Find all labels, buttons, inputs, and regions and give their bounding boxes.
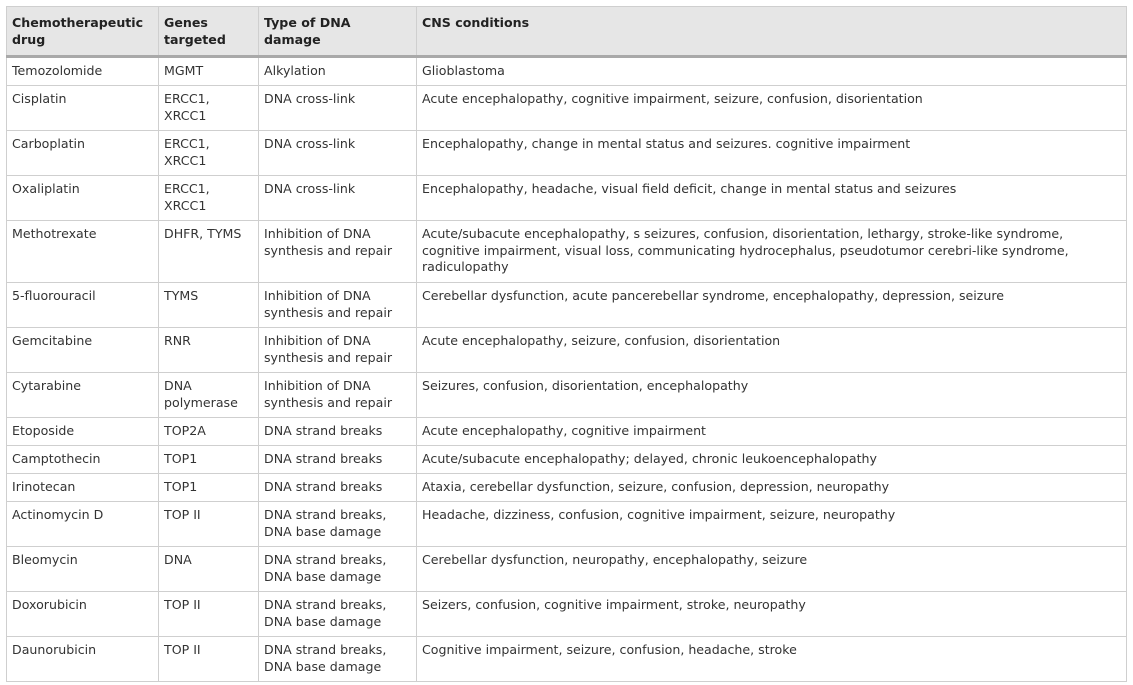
cell-drug: Irinotecan (6, 473, 159, 502)
table-row: Actinomycin D TOP II DNA strand breaks, … (6, 501, 1127, 547)
table-row: Irinotecan TOP1 DNA strand breaks Ataxia… (6, 473, 1127, 502)
header-genes: Genes targeted (158, 6, 259, 58)
drug-table-container: Chemotherapeutic drug Genes targeted Typ… (6, 6, 1127, 682)
cell-damage-type: Alkylation (258, 56, 417, 86)
cell-genes: DNA (158, 546, 259, 592)
cell-genes: TOP2A (158, 417, 259, 446)
table-row: Doxorubicin TOP II DNA strand breaks, DN… (6, 591, 1127, 637)
cell-damage-type: DNA strand breaks (258, 417, 417, 446)
cell-genes: ERCC1, XRCC1 (158, 130, 259, 176)
table-row: Camptothecin TOP1 DNA strand breaks Acut… (6, 445, 1127, 474)
cell-drug: Cisplatin (6, 85, 159, 131)
header-drug: Chemotherapeutic drug (6, 6, 159, 58)
cell-genes: DHFR, TYMS (158, 220, 259, 283)
cell-drug: Methotrexate (6, 220, 159, 283)
cell-damage-type: Inhibition of DNA synthesis and repair (258, 220, 417, 283)
cell-genes: TOP II (158, 501, 259, 547)
cell-cns-conditions: Cerebellar dysfunction, acute pancerebel… (416, 282, 1127, 328)
cell-drug: 5-fluorouracil (6, 282, 159, 328)
cell-damage-type: DNA strand breaks, DNA base damage (258, 636, 417, 682)
table-row: Cisplatin ERCC1, XRCC1 DNA cross-link Ac… (6, 85, 1127, 131)
cell-drug: Cytarabine (6, 372, 159, 418)
cell-damage-type: DNA strand breaks (258, 473, 417, 502)
table-row: 5-fluorouracil TYMS Inhibition of DNA sy… (6, 282, 1127, 328)
cell-genes: DNA polymerase (158, 372, 259, 418)
cell-damage-type: DNA strand breaks, DNA base damage (258, 591, 417, 637)
cell-genes: ERCC1, XRCC1 (158, 175, 259, 221)
cell-drug: Actinomycin D (6, 501, 159, 547)
table-row: Cytarabine DNA polymerase Inhibition of … (6, 372, 1127, 418)
cell-cns-conditions: Acute encephalopathy, cognitive impairme… (416, 417, 1127, 446)
cell-cns-conditions: Headache, dizziness, confusion, cognitiv… (416, 501, 1127, 547)
cell-drug: Oxaliplatin (6, 175, 159, 221)
cell-damage-type: DNA strand breaks, DNA base damage (258, 546, 417, 592)
cell-damage-type: DNA strand breaks (258, 445, 417, 474)
cell-genes: TOP II (158, 636, 259, 682)
cell-genes: MGMT (158, 56, 259, 86)
cell-drug: Bleomycin (6, 546, 159, 592)
header-damage-type: Type of DNA damage (258, 6, 417, 58)
cell-drug: Daunorubicin (6, 636, 159, 682)
cell-drug: Camptothecin (6, 445, 159, 474)
cell-cns-conditions: Cognitive impairment, seizure, confusion… (416, 636, 1127, 682)
cell-damage-type: DNA cross-link (258, 130, 417, 176)
cell-damage-type: DNA strand breaks, DNA base damage (258, 501, 417, 547)
table-row: Etoposide TOP2A DNA strand breaks Acute … (6, 417, 1127, 446)
table-header: Chemotherapeutic drug Genes targeted Typ… (6, 6, 1127, 58)
table-body: Temozolomide MGMT Alkylation Glioblastom… (6, 56, 1127, 682)
cell-cns-conditions: Seizers, confusion, cognitive impairment… (416, 591, 1127, 637)
cell-drug: Doxorubicin (6, 591, 159, 637)
cell-cns-conditions: Glioblastoma (416, 56, 1127, 86)
table-row: Oxaliplatin ERCC1, XRCC1 DNA cross-link … (6, 175, 1127, 221)
cell-cns-conditions: Ataxia, cerebellar dysfunction, seizure,… (416, 473, 1127, 502)
table-row: Daunorubicin TOP II DNA strand breaks, D… (6, 636, 1127, 682)
table-row: Gemcitabine RNR Inhibition of DNA synthe… (6, 327, 1127, 373)
cell-genes: ERCC1, XRCC1 (158, 85, 259, 131)
cell-genes: TOP1 (158, 473, 259, 502)
cell-drug: Etoposide (6, 417, 159, 446)
cell-cns-conditions: Encephalopathy, change in mental status … (416, 130, 1127, 176)
table-row: Temozolomide MGMT Alkylation Glioblastom… (6, 56, 1127, 86)
cell-damage-type: DNA cross-link (258, 85, 417, 131)
cell-genes: RNR (158, 327, 259, 373)
table-row: Bleomycin DNA DNA strand breaks, DNA bas… (6, 546, 1127, 592)
cell-genes: TOP II (158, 591, 259, 637)
cell-genes: TYMS (158, 282, 259, 328)
cell-cns-conditions: Acute/subacute encephalopathy; delayed, … (416, 445, 1127, 474)
cell-cns-conditions: Acute encephalopathy, seizure, confusion… (416, 327, 1127, 373)
cell-drug: Temozolomide (6, 56, 159, 86)
cell-damage-type: Inhibition of DNA synthesis and repair (258, 282, 417, 328)
cell-cns-conditions: Acute/subacute encephalopathy, s seizure… (416, 220, 1127, 283)
cell-drug: Carboplatin (6, 130, 159, 176)
cell-genes: TOP1 (158, 445, 259, 474)
cell-damage-type: Inhibition of DNA synthesis and repair (258, 372, 417, 418)
table-row: Methotrexate DHFR, TYMS Inhibition of DN… (6, 220, 1127, 283)
cell-cns-conditions: Cerebellar dysfunction, neuropathy, ence… (416, 546, 1127, 592)
cell-cns-conditions: Seizures, confusion, disorientation, enc… (416, 372, 1127, 418)
table-row: Carboplatin ERCC1, XRCC1 DNA cross-link … (6, 130, 1127, 176)
cell-damage-type: DNA cross-link (258, 175, 417, 221)
chemotherapy-cns-table: Chemotherapeutic drug Genes targeted Typ… (6, 6, 1127, 682)
header-cns-conditions: CNS conditions (416, 6, 1127, 58)
header-row: Chemotherapeutic drug Genes targeted Typ… (6, 6, 1127, 58)
cell-cns-conditions: Encephalopathy, headache, visual field d… (416, 175, 1127, 221)
cell-drug: Gemcitabine (6, 327, 159, 373)
cell-damage-type: Inhibition of DNA synthesis and repair (258, 327, 417, 373)
cell-cns-conditions: Acute encephalopathy, cognitive impairme… (416, 85, 1127, 131)
